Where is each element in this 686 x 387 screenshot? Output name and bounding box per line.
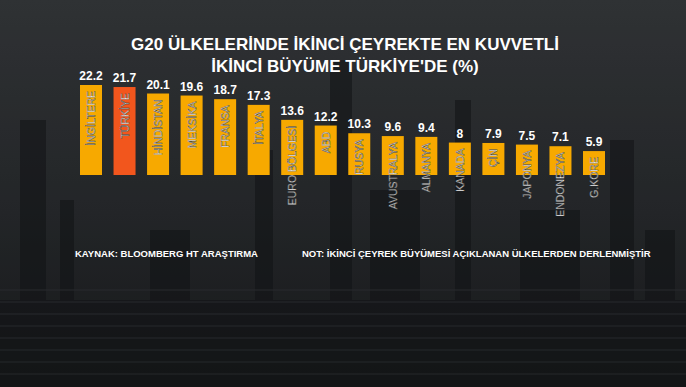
data-label: 20.1 — [146, 78, 170, 92]
data-label: 12.2 — [314, 110, 338, 124]
title-line: G20 ÜLKELERİNDE İKİNCİ ÇEYREKTE EN KUVVE… — [131, 35, 559, 54]
data-label: 7.5 — [519, 129, 536, 143]
data-label: 7.1 — [552, 130, 569, 144]
background — [0, 0, 686, 387]
category-label: ÇİN — [487, 149, 499, 167]
note: NOT: İKİNCİ ÇEYREK BÜYÜMESİ AÇIKLANAN ÜL… — [302, 248, 651, 259]
category-label: FRANSA — [219, 105, 231, 148]
bar — [315, 126, 337, 175]
data-label: 5.9 — [586, 135, 603, 149]
title: G20 ÜLKELERİNDE İKİNCİ ÇEYREKTE EN KUVVE… — [131, 35, 559, 76]
data-label: 18.7 — [213, 83, 237, 97]
category-label: AVUSTRALYA — [387, 142, 399, 209]
bar — [348, 133, 370, 175]
category-label: İTALYA — [253, 111, 265, 145]
category-label: ABD — [320, 131, 332, 153]
background-shade — [0, 0, 686, 387]
data-label: 9.4 — [418, 121, 435, 135]
bar — [248, 105, 270, 175]
category-label: ALMANYA — [420, 143, 432, 192]
category-label: MEKSİKA — [186, 102, 198, 149]
category-label: EURO BÖLGESİ — [286, 126, 298, 205]
title-line: İKİNCİ BÜYÜME TÜRKİYE'DE (%) — [211, 57, 479, 76]
data-label: 19.6 — [180, 80, 204, 94]
data-label: 7.9 — [485, 127, 502, 141]
bar — [147, 94, 169, 175]
category-label: JAPONYA — [521, 151, 533, 199]
category-label: TÜRKİYE — [119, 93, 131, 139]
bar — [214, 99, 236, 175]
data-label: 13.6 — [281, 104, 305, 118]
data-label: 21.7 — [113, 71, 137, 85]
category-label: G.KORE — [588, 157, 600, 198]
labels: 22.2 İNGİLTERE 21.7 TÜRKİYE 20.1 HİNDİSTAN 19.… — [79, 69, 602, 217]
source: KAYNAK: BLOOMBERG HT ARAŞTIRMA — [75, 248, 258, 259]
category-label: İNGİLTERE — [85, 91, 97, 146]
bar — [80, 85, 102, 175]
data-label: 17.3 — [247, 89, 271, 103]
chart: G20 ÜLKELERİNDE İKİNCİ ÇEYREKTE EN KUVVE… — [0, 0, 686, 387]
category-label: RUSYA — [353, 139, 365, 174]
data-label: 8 — [457, 127, 464, 141]
page: {"chart_data": {"type": "bar", "title": … — [0, 0, 686, 387]
bar — [181, 96, 203, 175]
data-label: 10.3 — [348, 117, 372, 131]
bar — [114, 87, 136, 175]
category-label: KANADA — [454, 149, 466, 192]
category-label: ENDONEZYA — [554, 152, 566, 217]
bar — [482, 143, 504, 175]
data-label: 9.6 — [384, 120, 401, 134]
data-label: 22.2 — [79, 69, 103, 83]
category-label: HİNDİSTAN — [152, 100, 164, 156]
